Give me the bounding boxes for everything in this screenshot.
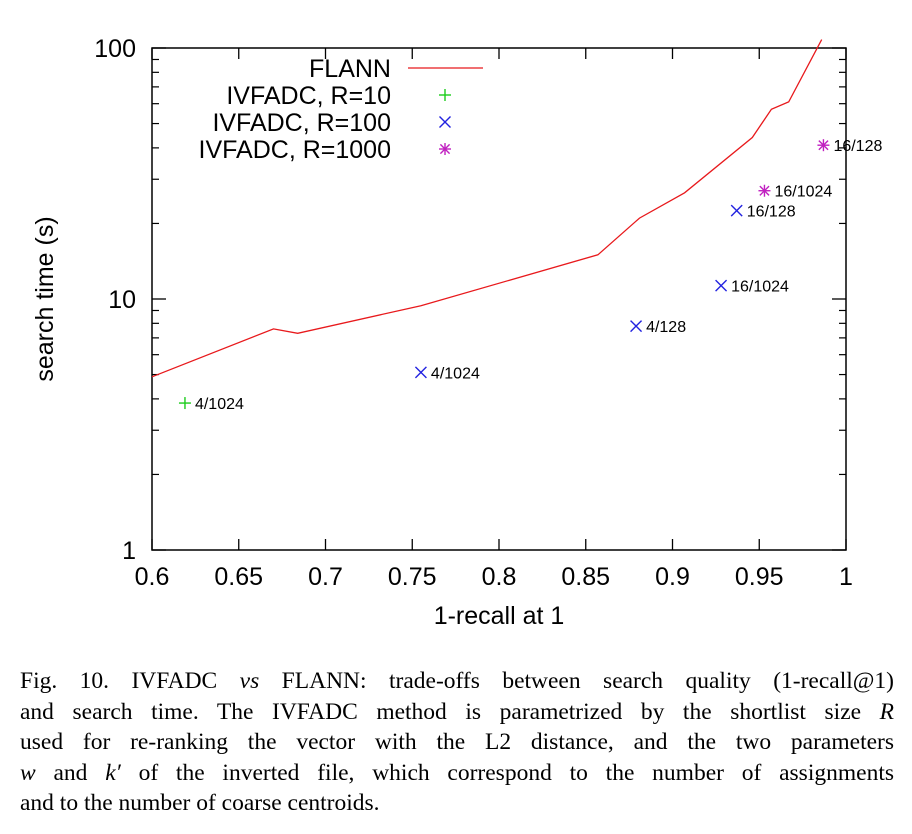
caption-line-3: used for re-ranking the vector with the …	[20, 729, 894, 755]
caption-line-4: w and k′ of the inverted file, which cor…	[20, 759, 894, 786]
marker-stroke	[630, 320, 643, 333]
flann-curve	[151, 39, 823, 378]
data-point-marker	[630, 320, 643, 333]
y-tick-label: 100	[94, 35, 136, 63]
data-point-marker	[758, 184, 771, 197]
marker-stroke	[730, 204, 743, 217]
data-point-marker	[715, 279, 728, 292]
legend-label: IVFADC, R=10	[226, 82, 391, 110]
data-point-label: 16/128	[747, 204, 796, 221]
x-axis-label: 1-recall at 1	[434, 602, 565, 630]
x-tick-label: 1	[839, 563, 853, 591]
caption-line-5: and to the number of coarse centroids.	[20, 790, 380, 816]
data-point-label: 4/1024	[431, 365, 480, 382]
x-tick-label: 0.75	[388, 563, 437, 591]
marker-stroke	[715, 279, 728, 292]
legend-swatch-marker	[439, 89, 451, 101]
plot-frame	[151, 47, 847, 551]
x-tick-label: 0.7	[308, 563, 343, 591]
legend-label: IVFADC, R=100	[212, 109, 391, 137]
data-point-marker	[414, 366, 427, 379]
legend-label: FLANN	[309, 55, 391, 83]
marker-stroke	[439, 143, 451, 155]
x-tick-label: 0.6	[135, 563, 170, 591]
data-marks: 4/1024 4/1024 4/128 16/1024 16/128 16/1024 16/…	[151, 39, 882, 413]
tick-labels: 0.6 0.65 0.7 0.75 0.8 0.85 0.9 0.95 1 1 10 100	[94, 35, 853, 591]
data-point-marker	[730, 204, 743, 217]
data-point-label: 4/128	[646, 319, 686, 336]
legend-swatch-marker	[439, 143, 451, 155]
data-point-label: 16/1024	[731, 279, 789, 296]
y-tick-label: 1	[122, 537, 136, 565]
data-point-label: 16/128	[833, 138, 882, 155]
legend-swatch-marker	[439, 116, 451, 128]
x-tick-label: 0.9	[655, 563, 690, 591]
y-axis-label: search time (s)	[31, 216, 59, 381]
x-tick-label: 0.85	[561, 563, 610, 591]
x-tick-label: 0.65	[214, 563, 263, 591]
y-tick-label: 10	[108, 286, 136, 314]
data-point-label: 16/1024	[774, 184, 832, 201]
data-point-marker	[178, 397, 191, 410]
figure-caption: Fig. 10. IVFADC vs FLANN: trade-offs bet…	[20, 666, 894, 819]
caption-line-2: and search time. The IVFADC method is pa…	[20, 698, 894, 725]
x-tick-label: 0.95	[735, 563, 784, 591]
data-point-label: 4/1024	[195, 396, 244, 413]
caption-line-1: Fig. 10. IVFADC vs FLANN: trade-offs bet…	[20, 668, 894, 694]
legend-label: IVFADC, R=1000	[199, 136, 391, 164]
marker-stroke	[759, 185, 770, 196]
search-time-chart: 0.6 0.65 0.7 0.75 0.8 0.85 0.9 0.95 1 1 10 100 1-re…	[31, 35, 882, 630]
marker-stroke	[439, 116, 451, 128]
marker-stroke	[414, 366, 427, 379]
marker-stroke	[818, 140, 829, 151]
data-point-marker	[817, 139, 830, 152]
x-tick-label: 0.8	[482, 563, 517, 591]
